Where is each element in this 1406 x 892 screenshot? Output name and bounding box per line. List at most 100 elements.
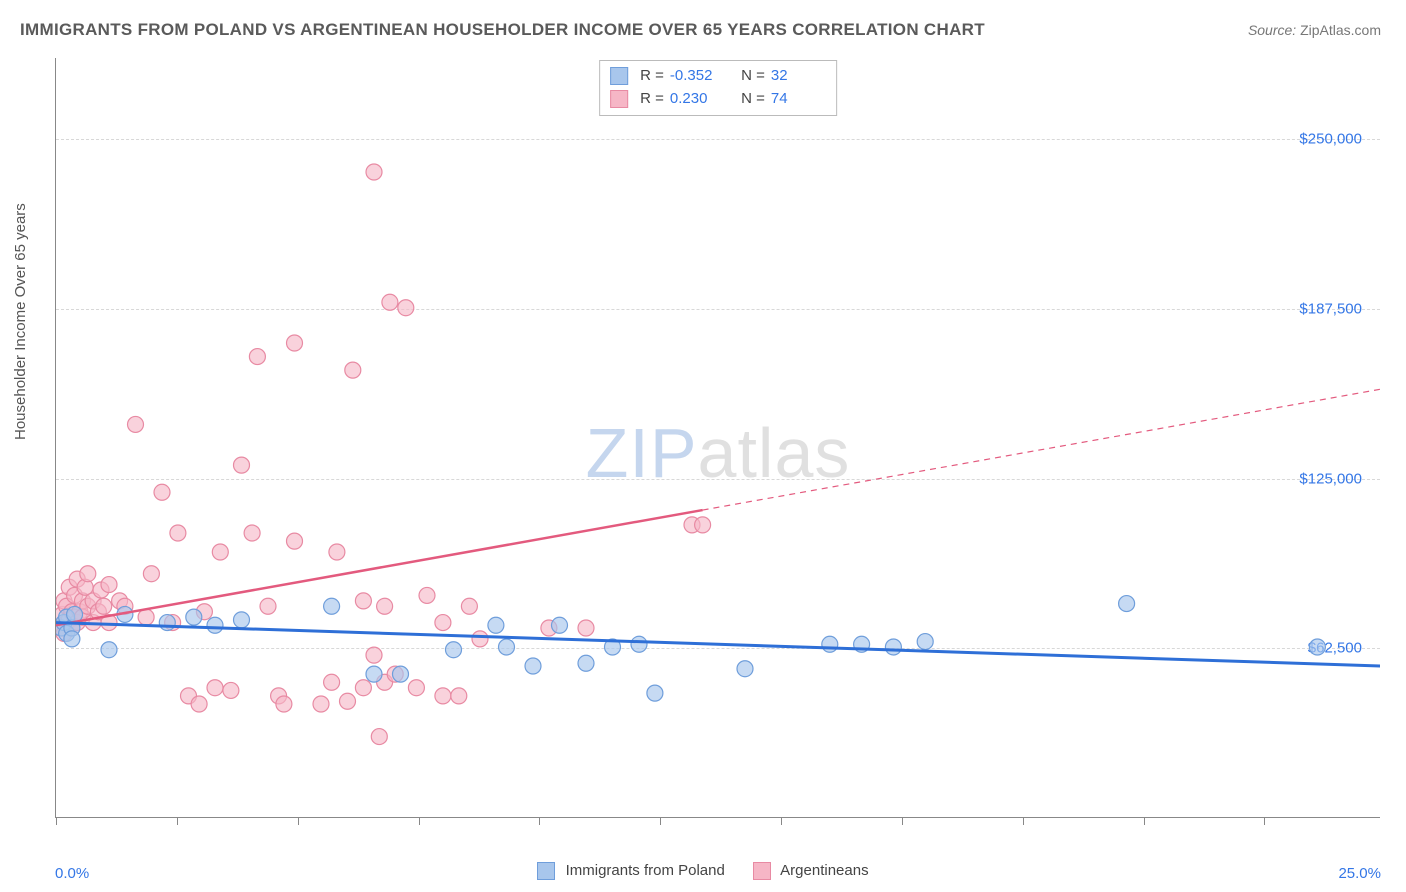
trend-line: [56, 623, 1380, 666]
x-tick: [298, 817, 299, 825]
bottom-legend: Immigrants from Poland Argentineans: [0, 862, 1406, 880]
scatter-point: [249, 349, 265, 365]
scatter-point: [737, 661, 753, 677]
trend-line-dashed: [703, 389, 1380, 510]
scatter-point: [695, 517, 711, 533]
n-label: N =: [741, 88, 765, 111]
scatter-point: [885, 639, 901, 655]
r-label: R =: [640, 65, 664, 88]
swatch-series2: [610, 90, 628, 108]
scatter-point: [461, 598, 477, 614]
scatter-point: [472, 631, 488, 647]
scatter-point: [631, 636, 647, 652]
scatter-point: [212, 544, 228, 560]
scatter-point: [287, 533, 303, 549]
scatter-point: [525, 658, 541, 674]
scatter-point: [191, 696, 207, 712]
x-tick: [660, 817, 661, 825]
scatter-point: [377, 598, 393, 614]
source-attribution: Source: ZipAtlas.com: [1248, 22, 1381, 38]
n-value-series2: 74: [771, 88, 826, 111]
scatter-point: [371, 729, 387, 745]
x-tick: [56, 817, 57, 825]
scatter-point: [393, 666, 409, 682]
scatter-point: [366, 647, 382, 663]
scatter-point: [313, 696, 329, 712]
scatter-point: [1119, 596, 1135, 612]
scatter-point: [186, 609, 202, 625]
scatter-point: [435, 615, 451, 631]
scatter-point: [101, 642, 117, 658]
scatter-point: [451, 688, 467, 704]
scatter-point: [499, 639, 515, 655]
scatter-point: [340, 693, 356, 709]
scatter-point: [488, 617, 504, 633]
x-tick: [419, 817, 420, 825]
chart-svg: [56, 58, 1380, 817]
scatter-point: [552, 617, 568, 633]
swatch-series1: [610, 67, 628, 85]
scatter-point: [917, 634, 933, 650]
scatter-point: [101, 577, 117, 593]
scatter-point: [287, 335, 303, 351]
x-tick: [539, 817, 540, 825]
x-tick: [902, 817, 903, 825]
scatter-point: [345, 362, 361, 378]
x-axis-label: 0.0%: [55, 865, 89, 882]
scatter-point: [154, 484, 170, 500]
scatter-point: [244, 525, 260, 541]
swatch-series1-bottom: [537, 862, 555, 880]
scatter-point: [398, 300, 414, 316]
stats-row-series2: R = 0.230 N = 74: [610, 88, 826, 111]
scatter-point: [324, 598, 340, 614]
x-tick: [1264, 817, 1265, 825]
legend-label-series2: Argentineans: [780, 862, 868, 879]
scatter-point: [822, 636, 838, 652]
stats-legend: R = -0.352 N = 32 R = 0.230 N = 74: [599, 60, 837, 116]
scatter-point: [355, 593, 371, 609]
scatter-point: [80, 566, 96, 582]
scatter-point: [138, 609, 154, 625]
scatter-point: [419, 587, 435, 603]
scatter-point: [170, 525, 186, 541]
scatter-point: [207, 680, 223, 696]
scatter-point: [1309, 639, 1325, 655]
scatter-point: [260, 598, 276, 614]
source-label: Source:: [1248, 22, 1296, 38]
stats-row-series1: R = -0.352 N = 32: [610, 65, 826, 88]
source-name: ZipAtlas.com: [1300, 22, 1381, 38]
scatter-point: [207, 617, 223, 633]
legend-label-series1: Immigrants from Poland: [566, 862, 725, 879]
scatter-point: [234, 457, 250, 473]
r-label: R =: [640, 88, 664, 111]
legend-item-series1: Immigrants from Poland: [537, 862, 724, 880]
x-tick: [177, 817, 178, 825]
y-axis-label: Householder Income Over 65 years: [12, 203, 29, 440]
scatter-point: [578, 655, 594, 671]
x-tick: [1144, 817, 1145, 825]
x-tick: [781, 817, 782, 825]
r-value-series1: -0.352: [670, 65, 725, 88]
scatter-point: [324, 674, 340, 690]
scatter-point: [366, 164, 382, 180]
scatter-point: [382, 294, 398, 310]
scatter-point: [647, 685, 663, 701]
scatter-point: [234, 612, 250, 628]
scatter-point: [128, 416, 144, 432]
x-axis-label: 25.0%: [1338, 865, 1381, 882]
scatter-point: [366, 666, 382, 682]
swatch-series2-bottom: [753, 862, 771, 880]
scatter-point: [223, 682, 239, 698]
scatter-point: [578, 620, 594, 636]
legend-item-series2: Argentineans: [753, 862, 869, 880]
scatter-point: [143, 566, 159, 582]
scatter-point: [435, 688, 451, 704]
scatter-point: [159, 615, 175, 631]
scatter-point: [408, 680, 424, 696]
scatter-point: [446, 642, 462, 658]
scatter-point: [276, 696, 292, 712]
n-value-series1: 32: [771, 65, 826, 88]
scatter-point: [64, 631, 80, 647]
r-value-series2: 0.230: [670, 88, 725, 111]
x-tick: [1023, 817, 1024, 825]
